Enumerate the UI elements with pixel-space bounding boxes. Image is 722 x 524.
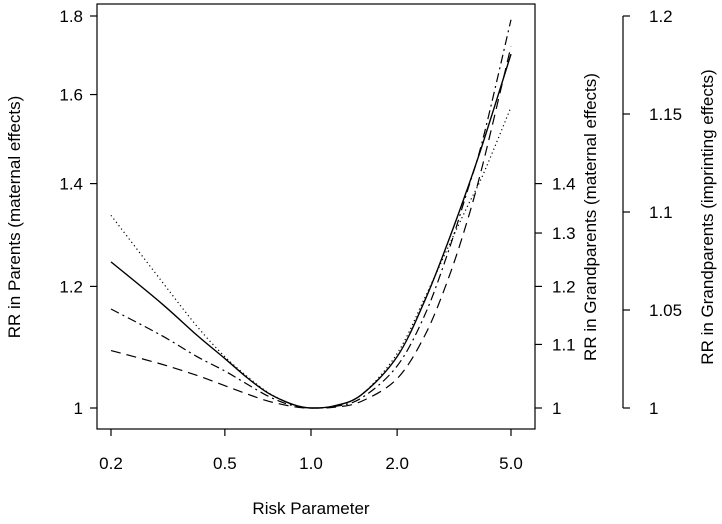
right2-y-tick-label: 1.05 <box>649 301 682 320</box>
left-y-axis-title: RR in Parents (maternal effects) <box>5 96 24 339</box>
right1-y-tick-label: 1.3 <box>552 224 576 243</box>
series-line-dotted <box>110 106 512 409</box>
x-tick-label: 5.0 <box>499 454 523 473</box>
right1-y-tick-label: 1.2 <box>552 277 576 296</box>
x-axis: 0.2 0.5 1.0 2.0 5.0 <box>99 429 523 473</box>
left-y-tick-label: 1.6 <box>59 86 83 105</box>
plot-frame <box>96 3 536 430</box>
left-y-tick-label: 1.8 <box>59 7 83 26</box>
x-axis-title: Risk Parameter <box>252 499 369 518</box>
x-tick-label: 0.2 <box>99 454 123 473</box>
left-y-tick-label: 1.2 <box>59 277 83 296</box>
right1-y-tick-label: 1.1 <box>552 335 576 354</box>
x-tick-label: 2.0 <box>385 454 409 473</box>
right1-y-tick-label: 1 <box>552 399 561 418</box>
right2-y-tick-label: 1 <box>649 399 658 418</box>
right-y-axis-grandparents-maternal-title: RR in Grandparents (maternal effects) <box>581 73 600 361</box>
left-y-axis: 1 1.2 1.4 1.6 1.8 <box>59 7 97 418</box>
right-y-axis-grandparents-imprinting-title: RR in Grandparents (imprinting effects) <box>698 69 717 364</box>
series-line-solid <box>110 53 512 409</box>
right2-y-tick-label: 1.2 <box>649 7 673 26</box>
right1-y-tick-label: 1.4 <box>552 175 576 194</box>
right2-y-tick-label: 1.15 <box>649 105 682 124</box>
x-tick-label: 0.5 <box>213 454 237 473</box>
right-y-axis-grandparents-maternal: 1 1.1 1.2 1.3 1.4 <box>535 175 576 418</box>
right-y-axis-grandparents-imprinting: 1 1.05 1.1 1.15 1.2 <box>622 7 682 418</box>
series-line-dashdot <box>110 19 512 409</box>
x-tick-label: 1.0 <box>299 454 323 473</box>
left-y-tick-label: 1 <box>74 399 83 418</box>
series-line-dashed <box>110 46 512 409</box>
series-layer <box>110 19 512 409</box>
right2-y-tick-label: 1.1 <box>649 203 673 222</box>
left-y-tick-label: 1.4 <box>59 175 83 194</box>
